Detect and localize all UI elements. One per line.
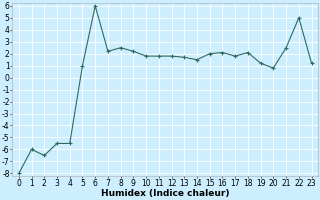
- X-axis label: Humidex (Indice chaleur): Humidex (Indice chaleur): [101, 189, 229, 198]
